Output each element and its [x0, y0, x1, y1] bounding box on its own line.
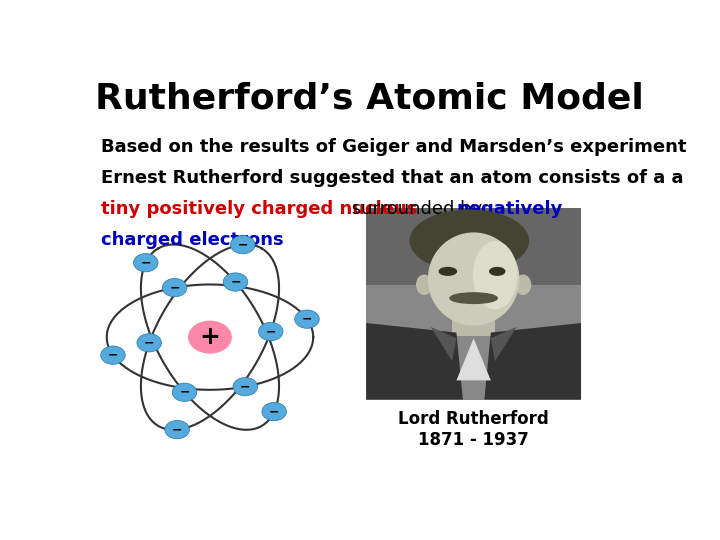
Text: −: −: [266, 325, 276, 338]
Circle shape: [133, 254, 158, 272]
Ellipse shape: [428, 233, 518, 325]
Ellipse shape: [490, 267, 505, 275]
Circle shape: [172, 383, 197, 401]
Text: −: −: [144, 336, 154, 349]
Circle shape: [233, 377, 258, 396]
Text: −: −: [108, 349, 118, 362]
Circle shape: [258, 322, 283, 341]
Ellipse shape: [474, 242, 516, 309]
Text: Lord Rutherford: Lord Rutherford: [398, 410, 549, 428]
Polygon shape: [456, 339, 491, 380]
Circle shape: [189, 321, 231, 353]
Text: −: −: [238, 238, 248, 251]
Circle shape: [163, 279, 187, 297]
Bar: [452, 302, 495, 336]
Ellipse shape: [516, 275, 531, 294]
Circle shape: [223, 273, 248, 291]
Text: −: −: [230, 275, 240, 288]
Polygon shape: [485, 323, 581, 400]
Polygon shape: [366, 323, 463, 400]
Circle shape: [101, 346, 125, 364]
Ellipse shape: [439, 267, 456, 275]
Bar: [366, 208, 581, 400]
Text: surrounded by: surrounded by: [346, 200, 488, 218]
Circle shape: [165, 421, 189, 439]
Text: −: −: [172, 423, 182, 436]
Text: charged electrons: charged electrons: [101, 231, 284, 249]
Text: Rutherford’s Atomic Model: Rutherford’s Atomic Model: [94, 82, 644, 116]
Text: tiny positively charged nucleus: tiny positively charged nucleus: [101, 200, 418, 218]
Circle shape: [294, 310, 319, 328]
Text: −: −: [302, 313, 312, 326]
Text: Ernest Rutherford suggested that an atom consists of a a: Ernest Rutherford suggested that an atom…: [101, 168, 684, 187]
Text: −: −: [179, 386, 190, 399]
Circle shape: [137, 334, 161, 352]
Ellipse shape: [417, 275, 432, 294]
Bar: [366, 208, 581, 285]
Polygon shape: [491, 327, 516, 361]
Ellipse shape: [410, 210, 528, 272]
Text: −: −: [269, 405, 279, 418]
Text: 1871 - 1937: 1871 - 1937: [418, 431, 529, 449]
Text: .: .: [243, 231, 248, 249]
Ellipse shape: [450, 293, 498, 303]
Text: negatively: negatively: [456, 200, 563, 218]
Text: Based on the results of Geiger and Marsden’s experiment: Based on the results of Geiger and Marsd…: [101, 138, 687, 156]
Text: +: +: [199, 325, 220, 349]
Circle shape: [262, 402, 287, 421]
Circle shape: [230, 235, 255, 254]
Text: −: −: [240, 380, 251, 393]
Polygon shape: [431, 327, 456, 361]
Text: −: −: [140, 256, 151, 269]
Text: −: −: [169, 281, 180, 294]
